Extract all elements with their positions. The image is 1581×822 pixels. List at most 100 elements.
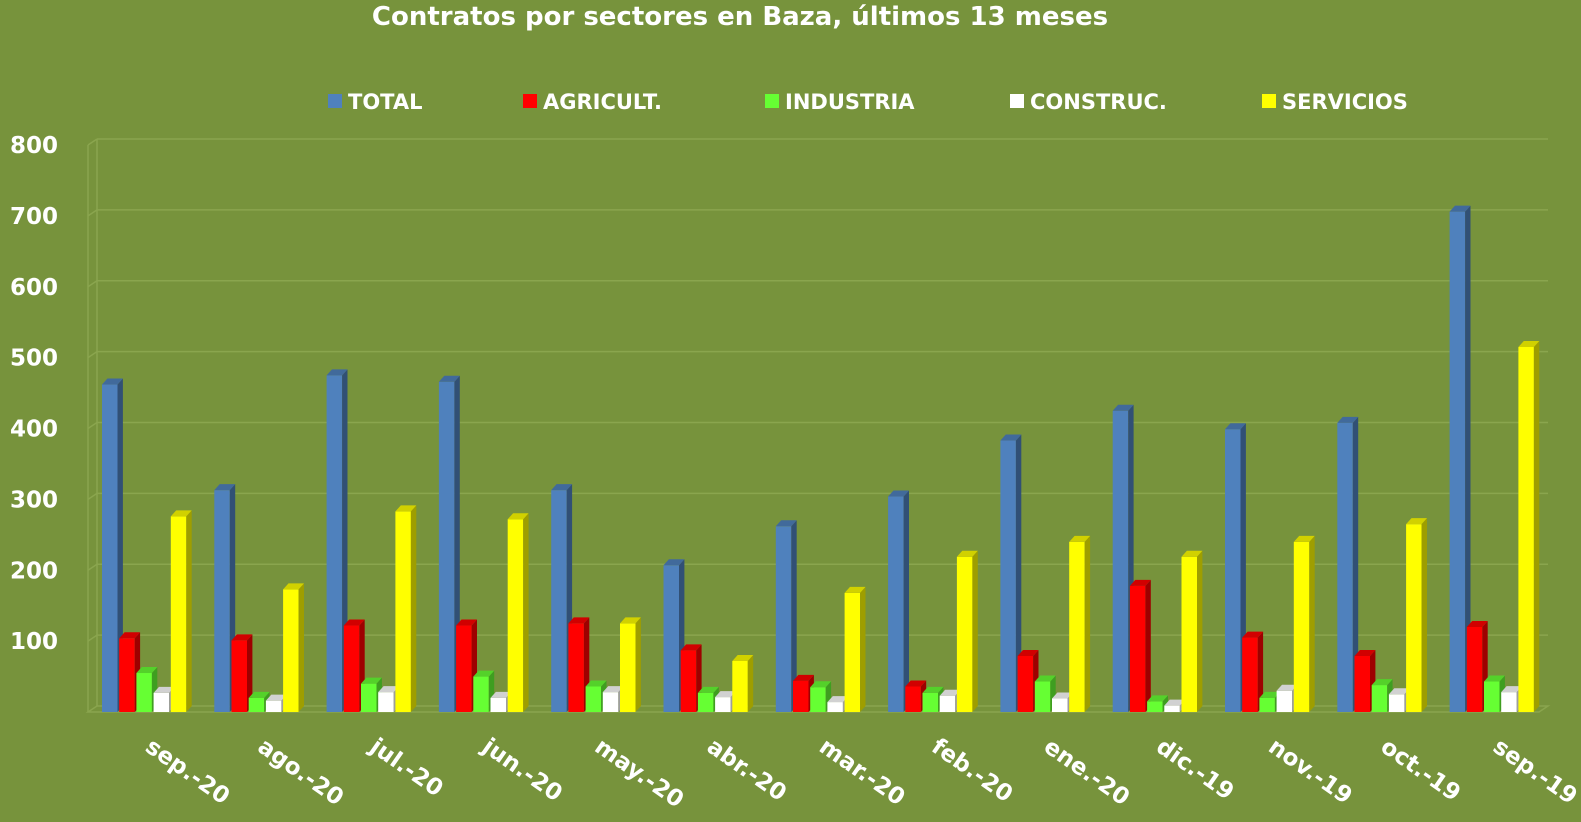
bar-front xyxy=(905,686,921,712)
legend-item: CONSTRUC. xyxy=(1010,90,1167,114)
bar-top xyxy=(1242,631,1264,638)
bar-front xyxy=(922,692,938,712)
x-tick-label: feb.-20 xyxy=(927,734,1018,808)
bar-agricult-sep.-20 xyxy=(119,632,141,712)
bar-top xyxy=(663,559,685,566)
bar-front xyxy=(1164,705,1180,712)
bar-front xyxy=(1000,440,1016,712)
bar-front xyxy=(283,589,299,712)
legend-label: INDUSTRIA xyxy=(785,90,915,114)
bar-front xyxy=(343,625,360,712)
gridline-depth xyxy=(87,138,98,146)
bar-top xyxy=(153,686,175,693)
bar-side xyxy=(1533,340,1540,712)
x-tick-label: sep.-19 xyxy=(1488,734,1581,810)
bar-top xyxy=(1052,692,1073,699)
bar-side xyxy=(186,510,192,712)
x-tick-label: oct.-19 xyxy=(1376,734,1465,807)
bar-side xyxy=(1015,434,1022,712)
bar-top xyxy=(438,375,460,382)
bar-industria-dic.-19 xyxy=(1147,695,1168,712)
bar-front xyxy=(568,623,584,712)
x-tick-label: nov.-19 xyxy=(1264,734,1357,810)
bar-front xyxy=(1017,656,1034,712)
bar-front xyxy=(395,511,411,712)
bar-total-may.-20 xyxy=(551,484,573,712)
bar-front xyxy=(456,625,472,712)
legend-swatch xyxy=(328,94,342,108)
bar-total-sep.-20 xyxy=(102,378,123,712)
y-tick-label: 600 xyxy=(10,275,58,301)
bar-top xyxy=(1388,688,1410,695)
bar-servicios-may.-20 xyxy=(620,617,641,712)
bar-front xyxy=(844,592,861,712)
bar-top xyxy=(102,378,123,385)
bar-top xyxy=(378,686,400,693)
bar-front xyxy=(1388,694,1405,712)
bar-front xyxy=(697,692,714,712)
bar-front xyxy=(231,640,247,712)
x-tick-label: dic.-19 xyxy=(1151,734,1238,806)
bar-front xyxy=(551,490,567,712)
bar-front xyxy=(1242,637,1258,712)
bar-top xyxy=(1164,699,1186,706)
bar-top xyxy=(283,583,304,590)
bar-agricult-nov.-19 xyxy=(1242,631,1264,712)
legend-item: SERVICIOS xyxy=(1262,90,1408,114)
bar-servicios-dic.-19 xyxy=(1181,550,1203,712)
bar-front xyxy=(1034,681,1051,712)
bar-top xyxy=(1406,518,1427,525)
bar-front xyxy=(888,496,904,712)
bar-top xyxy=(136,667,158,674)
legend: TOTAL AGRICULT. INDUSTRIA CONSTRUC. SERVICIO… xyxy=(328,90,1408,114)
x-tick-label: ago.-20 xyxy=(253,734,348,812)
bar-top xyxy=(214,484,236,491)
x-tick-label: sep.-20 xyxy=(141,734,235,810)
bar-top xyxy=(905,680,927,687)
bar-top xyxy=(715,691,736,698)
x-tick-label: may.-20 xyxy=(590,734,688,814)
bar-industria-sep.-20 xyxy=(136,667,158,712)
bar-total-ene.-20 xyxy=(1000,434,1022,712)
bar-side xyxy=(1465,205,1471,712)
bar-servicios-nov.-19 xyxy=(1293,535,1315,712)
bar-total-mar.-20 xyxy=(775,520,797,712)
bar-top xyxy=(1259,691,1281,698)
bar-front xyxy=(1518,346,1534,712)
bar-front xyxy=(585,686,602,712)
y-tick-label: 800 xyxy=(10,133,58,159)
gridline-depth xyxy=(87,421,98,430)
bar-total-jul.-20 xyxy=(326,369,348,712)
bar-top xyxy=(1501,686,1523,693)
bar-top xyxy=(1181,550,1203,557)
bar-total-jun.-20 xyxy=(438,375,460,712)
bar-top xyxy=(888,490,909,497)
bar-servicios-jul.-20 xyxy=(395,505,417,712)
bar-side xyxy=(860,586,866,712)
gridline-depth xyxy=(87,280,98,288)
bar-front xyxy=(1337,422,1353,712)
bar-front xyxy=(1466,626,1483,712)
bar-top xyxy=(1484,675,1505,682)
bar-front xyxy=(602,692,619,712)
grid-layer xyxy=(85,138,1551,713)
bar-top xyxy=(1449,205,1471,212)
bar-servicios-mar.-20 xyxy=(844,586,866,712)
bar-top xyxy=(507,513,529,520)
bar-top xyxy=(939,689,961,696)
bar-top xyxy=(248,691,270,698)
bar-side xyxy=(1197,550,1203,712)
bar-front xyxy=(490,697,506,712)
legend-item: INDUSTRIA xyxy=(765,90,915,114)
bar-front xyxy=(248,697,265,712)
x-tick-label: jul.-20 xyxy=(364,733,447,802)
bar-front xyxy=(810,687,826,712)
bar-top xyxy=(680,644,702,651)
bar-side xyxy=(972,550,978,712)
y-tick-label: 200 xyxy=(10,558,58,584)
bar-front xyxy=(1112,410,1129,712)
x-tick-label: mar.-20 xyxy=(814,734,909,811)
bar-front xyxy=(1406,524,1422,712)
legend-label: CONSTRUC. xyxy=(1030,90,1167,114)
